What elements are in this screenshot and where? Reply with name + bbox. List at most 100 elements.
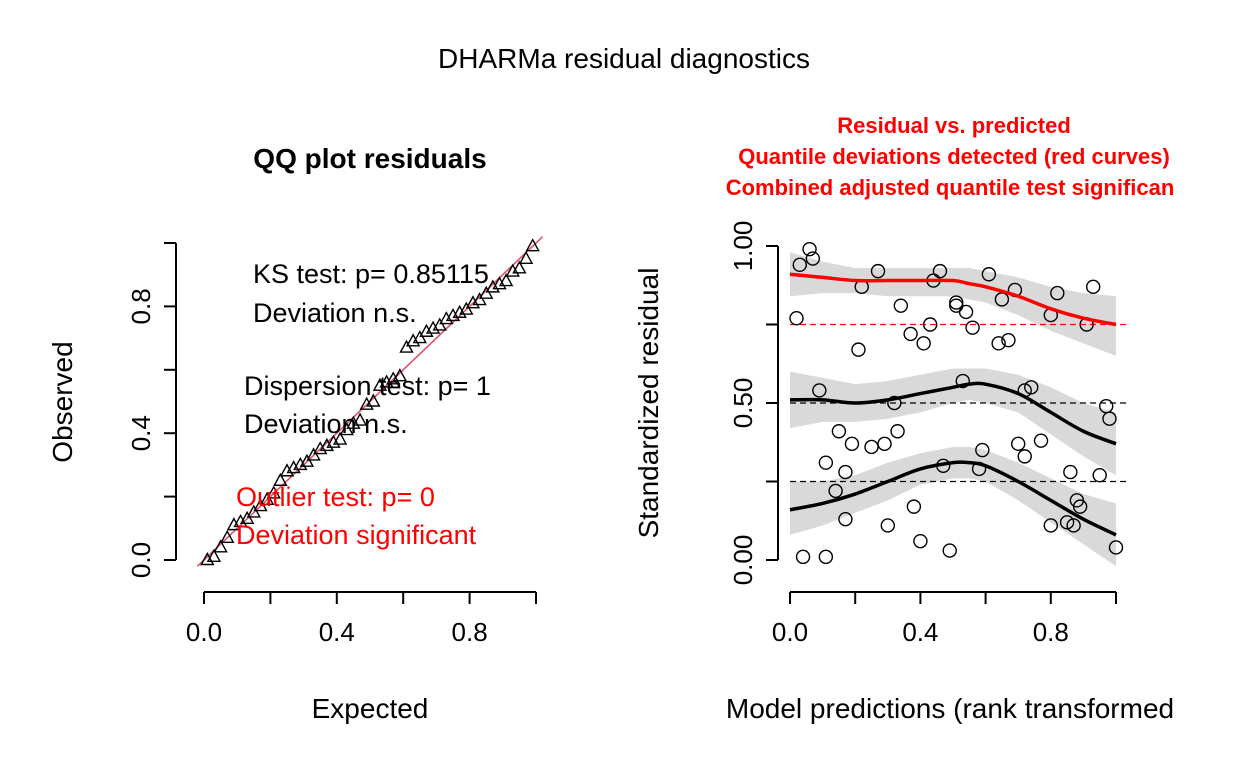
qq-point [273,472,288,486]
residual-point [864,439,879,455]
qq-point [233,513,248,528]
residual-point [812,383,827,398]
qq-y-tick-label: 0.8 [126,288,156,324]
qq-point [412,330,427,344]
qq-point [206,548,222,563]
residual-point [877,436,892,452]
qq-point [512,260,527,274]
qq-point [200,552,215,566]
residual-point [975,442,990,458]
qq-point [246,504,261,518]
qq-point [313,441,328,455]
qq-point [293,456,308,471]
residual-point [1072,499,1088,514]
residual-point [1024,380,1039,395]
residual-point [949,295,964,310]
qq-point [326,434,341,448]
qq-point [253,498,268,512]
residual-point [958,304,974,320]
residual-y-axis-label: Standardized residual [633,268,664,539]
residual-x-tick-label: 0.8 [1033,617,1069,647]
residual-point [955,373,970,389]
qq-point [226,517,242,531]
residual-point [913,533,928,549]
residual-point [1085,279,1101,295]
residual-point [870,263,886,279]
residual-point [802,241,817,257]
residual-x-axis-label: Model predictions (rank transformed [726,693,1174,724]
residual-y-tick-label: 0.50 [728,378,758,429]
residual-point [942,543,957,558]
qq-point [299,453,315,467]
qq-point [399,339,414,353]
residual-point [1050,285,1065,301]
qq-point [332,431,348,445]
residual-point [1059,515,1075,530]
qq-point [452,304,467,318]
qq-point [386,371,401,385]
qq-point [359,396,374,410]
residual-point [818,549,834,565]
qq-point [439,311,454,325]
outlier-result-text: Deviation significant [236,520,477,550]
qq-y-axis-label: Observed [47,341,78,462]
residual-point [805,251,821,266]
qq-point [339,422,354,436]
residual-point [1108,540,1124,555]
residual-point [887,395,902,411]
quantile-regression-curve [789,381,1117,446]
residual-point [922,317,938,332]
dispersion-result-text: Deviation n.s. [244,409,408,439]
qq-point [432,317,447,331]
qq-point [213,539,228,553]
qq-y-tick-label: 0.0 [126,542,156,578]
residual-point [1066,518,1081,533]
residual-point [890,424,905,439]
residual-point [880,518,895,533]
qq-point [352,412,368,426]
residual-plot-subtitle: Quantile deviations detected (red curves… [738,144,1170,169]
qq-point [306,447,321,461]
qq-point [445,307,461,322]
residual-point [838,511,853,527]
qq-x-tick-label: 0.0 [186,617,222,647]
residual-point [906,499,922,514]
residual-point [981,267,997,282]
qq-x-axis-label: Expected [312,693,429,724]
residual-point [831,424,847,439]
residual-point [1033,433,1049,448]
qq-point [419,323,434,337]
residual-point [949,298,964,313]
qq-point [366,393,381,407]
ks-test-text: KS test: p= 0.85115 [253,259,489,289]
residual-point [1102,411,1117,426]
residual-point [1043,518,1059,533]
qq-point [405,333,421,347]
qq-point [465,295,481,309]
residual-point [965,320,980,335]
residual-point [795,549,811,565]
quantile-confidence-band [790,252,1116,356]
qq-point [479,285,494,299]
residual-point [903,326,918,342]
qq-point [266,485,281,499]
qq-point [239,510,255,524]
residual-point [818,455,834,470]
quantile-regression-curve [789,460,1117,537]
qq-point [492,276,507,290]
residual-y-tick-label: 1.00 [728,221,758,272]
qq-point [392,368,408,382]
residual-point [1001,333,1016,348]
qq-point [518,250,534,265]
quantile-regression-curve [789,272,1117,327]
residual-y-tick-label: 0.00 [728,535,758,586]
residual-point [1017,449,1032,464]
residual-point [916,336,931,351]
residual-x-tick-label: 0.4 [902,617,938,647]
residual-point [844,436,860,452]
qq-point [505,263,520,277]
residual-x-tick-label: 0.0 [772,617,808,647]
residual-point [1092,468,1107,483]
qq-point [459,301,474,315]
